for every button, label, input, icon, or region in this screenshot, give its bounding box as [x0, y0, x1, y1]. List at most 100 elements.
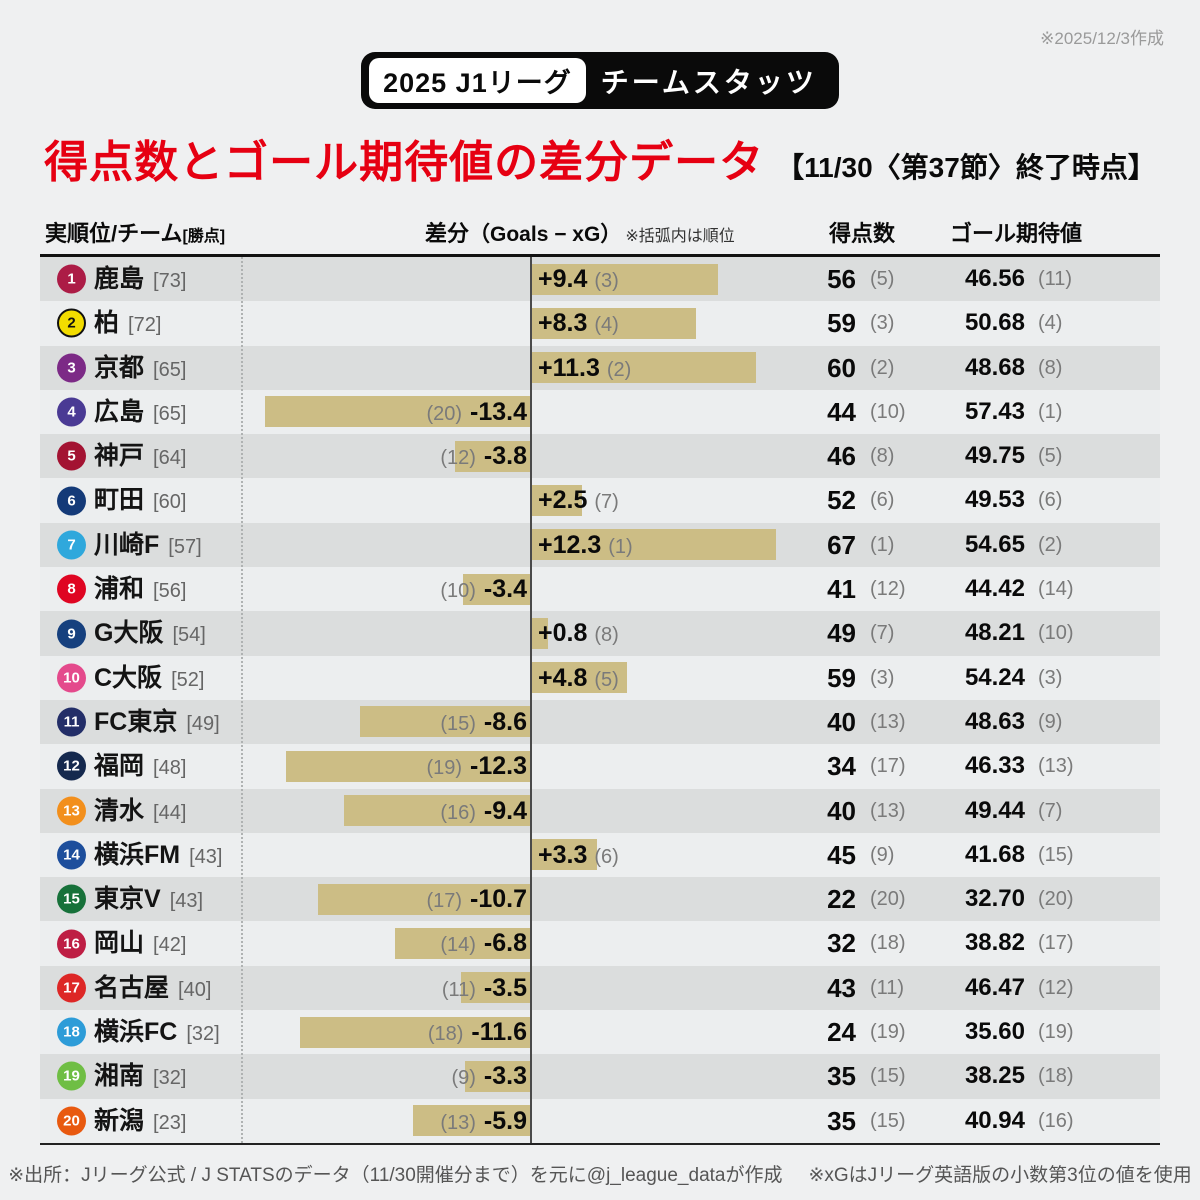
diff-value-positive: +12.3 (1): [538, 523, 633, 571]
table-row: 13 清水[44] -9.4(16) (16)-9.4 40 (13) 49.4…: [40, 788, 1160, 833]
team-name: FC東京 [49]: [94, 707, 220, 736]
goals-rank: (15): [870, 1109, 906, 1132]
diff-formula: （Goals − xG）: [469, 223, 622, 246]
diff-rank: (13): [440, 1111, 476, 1134]
team-points: [23]: [153, 1111, 187, 1134]
team-name: 浦和 [56]: [94, 575, 187, 604]
diff-bar: [532, 484, 582, 516]
banner-label: チームスタッツ: [600, 66, 817, 98]
table-header: 実順位/チーム[勝点] 差分（Goals − xG） ※括弧内は順位 得点数 ゴー…: [40, 214, 1160, 254]
diff-rank: (11): [441, 978, 476, 1001]
xg-rank: (7): [1038, 799, 1063, 822]
team-points: [32]: [186, 1023, 220, 1046]
goals-value: 22: [827, 884, 856, 915]
xg-rank: (5): [1038, 445, 1063, 468]
goals-rank: (11): [870, 976, 905, 999]
rank-badge: 2: [57, 308, 86, 338]
team-points: [54]: [172, 624, 206, 647]
goals-rank: (13): [870, 799, 906, 822]
goals-rank: (18): [870, 932, 906, 955]
xg-rank: (14): [1038, 578, 1074, 601]
diff-value: -8.6: [483, 707, 527, 736]
team-name: C大阪 [52]: [94, 663, 205, 692]
goals-rank: (8): [870, 445, 895, 468]
goals-value: 60: [827, 352, 856, 383]
rank-badge: 12: [57, 751, 86, 781]
goals-value: 24: [827, 1017, 856, 1048]
xg-value: 49.53: [964, 486, 1025, 514]
diff-value-positive: +3.3 (6): [538, 833, 619, 881]
goals-value: 56: [827, 264, 856, 294]
diff-bar: [532, 263, 719, 295]
diff-value-negative: (16) -9.4: [440, 789, 527, 837]
rank-badge: 19: [57, 1061, 86, 1091]
diff-value: +9.4: [538, 265, 588, 293]
diff-value: +0.8: [538, 619, 588, 648]
rank-badge: 4: [57, 397, 86, 427]
diff-bar: [454, 440, 530, 472]
goals-value: 46: [827, 441, 856, 472]
diff-value-positive: +11.3 (2): [538, 346, 631, 394]
xg-value: 49.75: [964, 442, 1025, 470]
team-points: [43]: [169, 890, 204, 913]
xg-value: 48.21: [964, 619, 1025, 647]
rank-badge: 18: [57, 1017, 86, 1047]
diff-value-positive: +0.8 (8): [538, 611, 619, 659]
goals-rank: (3): [870, 312, 895, 335]
team-points: [40]: [178, 978, 212, 1001]
diff-value-positive: +9.4 (3): [538, 257, 619, 305]
team-name: 新潟 [23]: [94, 1106, 187, 1135]
diff-bar: [395, 927, 530, 959]
diff-value-negative: (19) -12.3: [426, 744, 527, 792]
goals-value: 43: [827, 972, 856, 1003]
created-date-note: ※2025/12/3作成: [1040, 29, 1164, 48]
xg-rank: (17): [1038, 932, 1074, 955]
table-row: 20 新潟[23] -5.9(13) (13)-5.9 35 (15) 40.9…: [40, 1098, 1160, 1143]
diff-rank: (7): [594, 491, 619, 514]
team-points: [44]: [153, 801, 187, 824]
diff-rank: (3): [594, 270, 619, 292]
diff-value: -6.8: [483, 929, 527, 958]
goals-value: 49: [827, 618, 856, 649]
goals-rank: (9): [870, 843, 895, 866]
diff-value-positive: +2.5 (7): [538, 478, 619, 526]
diff-value: +12.3: [538, 530, 602, 559]
team-points: [32]: [153, 1067, 187, 1090]
goals-value: 44: [827, 396, 856, 427]
header-banner: 2025 J1リーグ チームスタッツ: [0, 52, 1200, 109]
xg-rank: (6): [1038, 489, 1063, 512]
diff-value: -3.5: [483, 973, 527, 1002]
team-points: [56]: [153, 580, 187, 603]
diff-bar: [300, 1016, 530, 1048]
goals-value: 35: [827, 1105, 856, 1136]
xg-value: 50.68: [964, 309, 1025, 337]
diff-value: +2.5: [538, 486, 588, 515]
xg-rank: (1): [1038, 400, 1063, 423]
diff-rank: (15): [440, 712, 476, 735]
goals-rank: (7): [870, 622, 895, 645]
diff-rank: (12): [440, 447, 476, 470]
team-points: [49]: [186, 712, 220, 735]
diff-rank: (20): [426, 402, 463, 425]
diff-rank: (14): [440, 934, 476, 957]
xg-value: 57.43: [964, 397, 1025, 425]
table-row: 16 岡山[42] -6.8 (14) (14) -6.8 32 (18) 38.8…: [40, 921, 1160, 966]
team-name: 広島 [65]: [94, 397, 187, 426]
diff-bar: [532, 352, 756, 384]
goals-rank: (20): [870, 888, 906, 911]
column-header-diff: 差分（Goals − xG） ※括弧内は順位: [425, 221, 735, 246]
diff-bar: [264, 396, 530, 428]
xg-rank: (20): [1038, 888, 1074, 911]
diff-bar: [532, 529, 776, 561]
xg-rank: (9): [1038, 710, 1063, 733]
xg-rank: (8): [1038, 356, 1063, 379]
diff-value-negative: (13) -5.9: [440, 1099, 527, 1147]
xg-value: 41.68: [964, 840, 1025, 868]
table-row: 12 福岡[48] -12.3 (19) (19) -12.3 34 (17) 46…: [40, 744, 1160, 789]
rank-badge: 1: [57, 264, 86, 294]
goals-value: 41: [827, 574, 856, 605]
goals-rank: (1): [870, 533, 895, 556]
table-body: 1 鹿島[73] +9.4(3) (3)+9.4 56 (5) 46.56 (1…: [40, 254, 1160, 1145]
table-row: 7 川崎F[57] +12.3 (1) (1) +12.3 67 (1) 54.65…: [40, 522, 1160, 568]
diff-value: -3.3: [483, 1062, 527, 1091]
